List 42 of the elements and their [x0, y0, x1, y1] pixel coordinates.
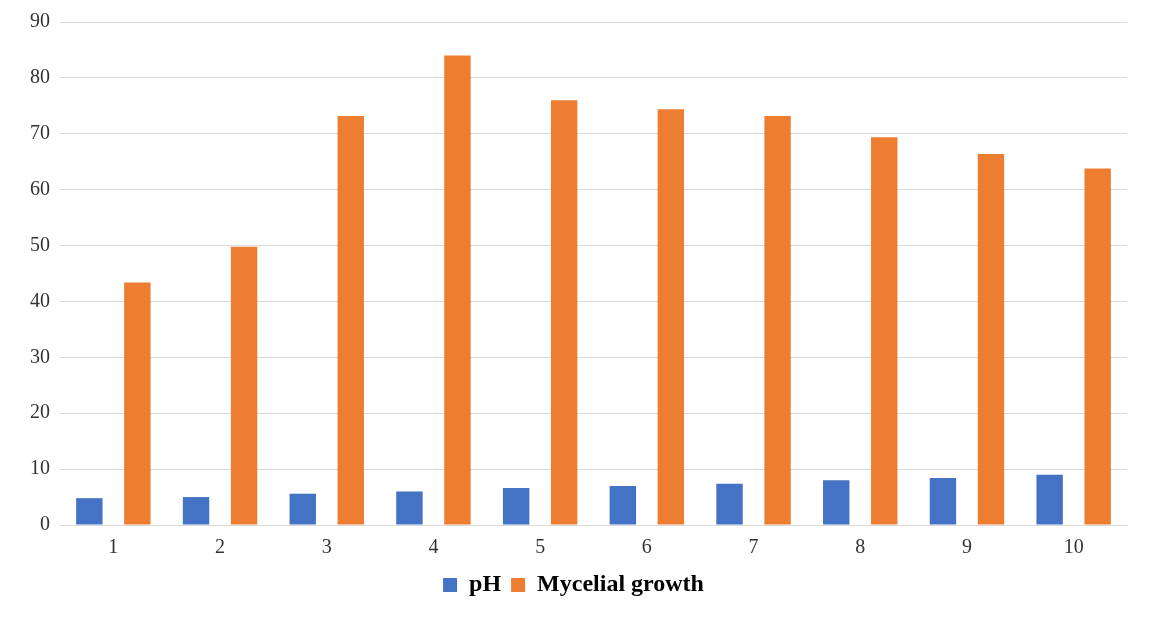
- bar: [1036, 474, 1063, 525]
- y-tick-label: 30: [30, 344, 50, 367]
- bar: [929, 478, 957, 525]
- x-tick-label: 9: [961, 535, 972, 558]
- bar: [977, 153, 1005, 525]
- bar: [444, 55, 471, 525]
- y-tick-label: 60: [30, 176, 50, 199]
- bar: [182, 497, 210, 525]
- y-tick-label: 0: [40, 512, 50, 535]
- bar: [657, 109, 685, 525]
- y-tick-label: 50: [30, 232, 50, 255]
- bar: [609, 485, 637, 525]
- x-tick-label: 6: [641, 535, 652, 558]
- bar: [230, 246, 258, 525]
- bar: [716, 483, 743, 525]
- bar: [550, 100, 578, 525]
- x-tick-label: 8: [855, 535, 866, 558]
- bar: [76, 498, 103, 525]
- legend-label: pH: [469, 570, 502, 597]
- bar: [502, 488, 530, 525]
- y-tick-label: 10: [30, 456, 50, 479]
- bar: [871, 137, 898, 525]
- bar: [396, 491, 423, 525]
- y-tick-label: 70: [30, 121, 50, 144]
- bar: [764, 115, 791, 525]
- x-tick-label: 1: [108, 535, 119, 558]
- legend-label: Mycelial growth: [537, 570, 704, 597]
- x-tick-label: 4: [428, 535, 439, 558]
- x-tick-label: 2: [215, 535, 226, 558]
- y-tick-label: 90: [30, 9, 50, 32]
- bar: [1084, 168, 1111, 525]
- y-tick-label: 20: [30, 400, 50, 423]
- y-tick-label: 80: [30, 65, 50, 88]
- x-tick-label: 3: [321, 535, 332, 558]
- bar: [823, 480, 850, 525]
- bar: [289, 493, 316, 525]
- bar: [124, 282, 151, 525]
- x-tick-label: 7: [748, 535, 759, 558]
- y-tick-label: 40: [30, 288, 50, 311]
- bar: [337, 115, 364, 525]
- x-tick-label: 10: [1063, 535, 1084, 558]
- x-tick-label: 5: [535, 535, 546, 558]
